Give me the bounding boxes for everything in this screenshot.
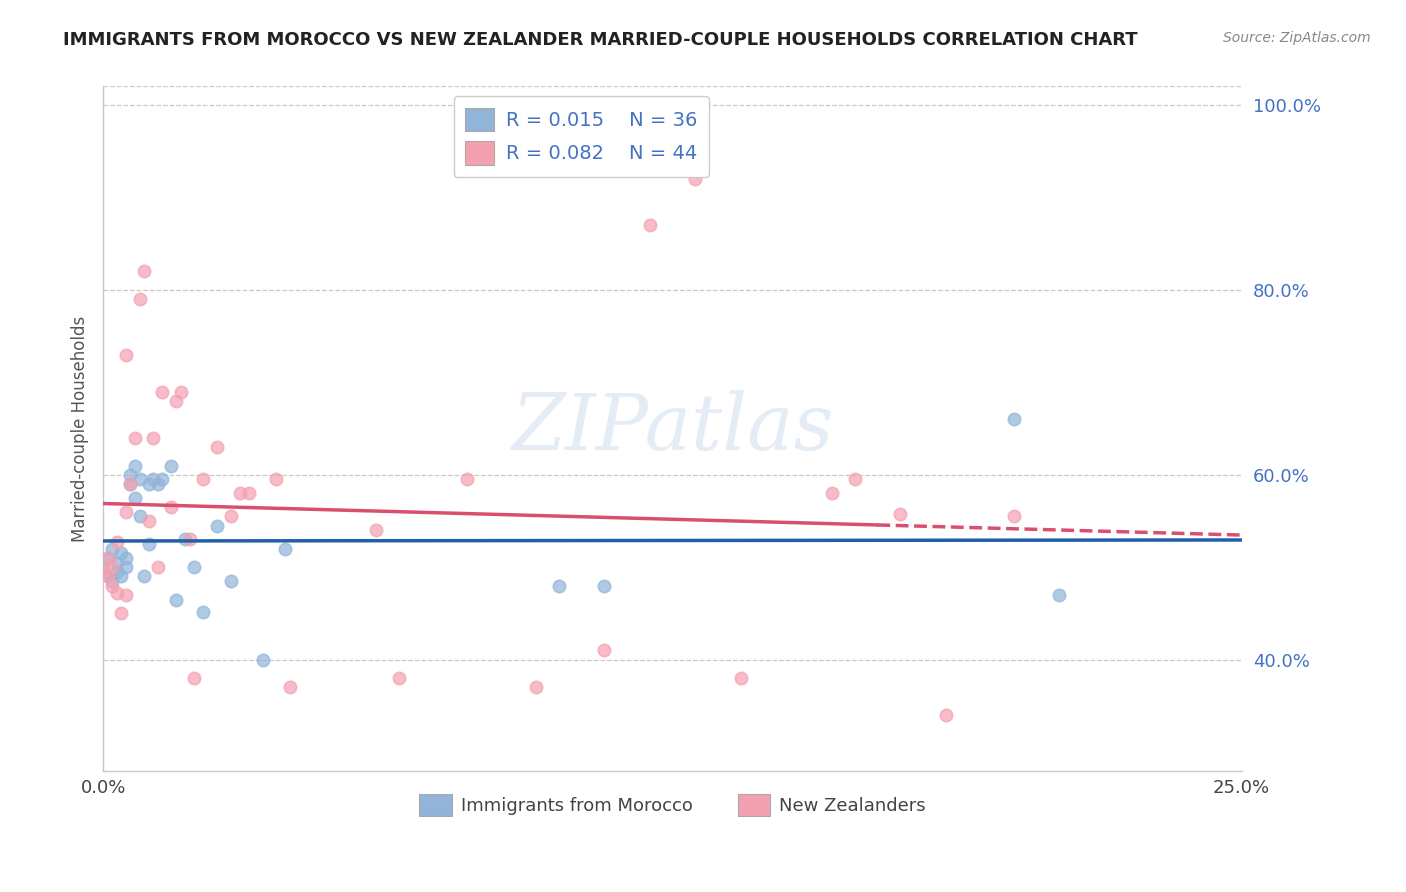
Point xyxy=(165,592,187,607)
Point xyxy=(183,671,205,685)
Point xyxy=(124,491,146,505)
Point xyxy=(252,653,274,667)
Point xyxy=(110,607,132,621)
Point xyxy=(142,431,165,445)
Point xyxy=(150,472,173,486)
Point xyxy=(120,477,142,491)
Point xyxy=(105,535,128,549)
Point xyxy=(101,541,124,556)
Point xyxy=(593,643,616,657)
Point xyxy=(138,514,160,528)
Point xyxy=(120,477,142,491)
Point xyxy=(150,384,173,399)
Text: Source: ZipAtlas.com: Source: ZipAtlas.com xyxy=(1223,31,1371,45)
Point xyxy=(138,537,160,551)
Point xyxy=(101,579,124,593)
Point xyxy=(229,486,252,500)
Point xyxy=(456,472,478,486)
Point xyxy=(146,477,169,491)
Point xyxy=(115,588,138,602)
Point xyxy=(278,681,301,695)
Point xyxy=(115,560,138,574)
Point xyxy=(142,472,165,486)
Point xyxy=(524,681,547,695)
Point xyxy=(91,560,114,574)
Point xyxy=(97,551,120,566)
Point xyxy=(193,605,215,619)
Point xyxy=(165,393,187,408)
Point xyxy=(183,560,205,574)
Point xyxy=(101,574,124,588)
Point xyxy=(115,551,138,566)
Point xyxy=(120,467,142,482)
Point xyxy=(110,546,132,560)
Point xyxy=(174,533,197,547)
Point xyxy=(264,472,287,486)
Point xyxy=(821,486,844,500)
Point xyxy=(683,171,706,186)
Point xyxy=(219,574,242,588)
Point xyxy=(105,586,128,600)
Point xyxy=(128,472,150,486)
Point xyxy=(101,560,124,574)
Point xyxy=(1049,588,1071,602)
Point xyxy=(146,560,169,574)
Text: IMMIGRANTS FROM MOROCCO VS NEW ZEALANDER MARRIED-COUPLE HOUSEHOLDS CORRELATION C: IMMIGRANTS FROM MOROCCO VS NEW ZEALANDER… xyxy=(63,31,1137,49)
Point xyxy=(124,458,146,473)
Point xyxy=(91,565,114,579)
Point xyxy=(366,523,388,537)
Point xyxy=(97,569,120,583)
Point xyxy=(128,292,150,306)
Point xyxy=(97,551,120,566)
Point xyxy=(160,458,183,473)
Point xyxy=(274,541,297,556)
Point xyxy=(179,533,201,547)
Point xyxy=(547,579,569,593)
Point xyxy=(730,671,752,685)
Point xyxy=(238,486,260,500)
Point xyxy=(132,264,155,278)
Point xyxy=(132,569,155,583)
Point xyxy=(593,579,616,593)
Point xyxy=(638,218,661,232)
Y-axis label: Married-couple Households: Married-couple Households xyxy=(72,316,89,541)
Point xyxy=(1002,412,1025,426)
Text: ZIPatlas: ZIPatlas xyxy=(512,391,834,467)
Point xyxy=(105,565,128,579)
Point xyxy=(160,500,183,515)
Point xyxy=(193,472,215,486)
Point xyxy=(128,509,150,524)
Point xyxy=(844,472,866,486)
Point xyxy=(115,347,138,361)
Point xyxy=(124,431,146,445)
Point xyxy=(105,556,128,570)
Legend: Immigrants from Morocco, New Zealanders: Immigrants from Morocco, New Zealanders xyxy=(412,787,934,823)
Point xyxy=(1002,509,1025,524)
Point xyxy=(219,509,242,524)
Point xyxy=(388,671,411,685)
Point xyxy=(935,708,957,723)
Point xyxy=(110,569,132,583)
Point xyxy=(138,477,160,491)
Point xyxy=(115,505,138,519)
Point xyxy=(205,440,228,454)
Point xyxy=(97,569,120,583)
Point xyxy=(205,518,228,533)
Point xyxy=(169,384,191,399)
Point xyxy=(889,507,911,521)
